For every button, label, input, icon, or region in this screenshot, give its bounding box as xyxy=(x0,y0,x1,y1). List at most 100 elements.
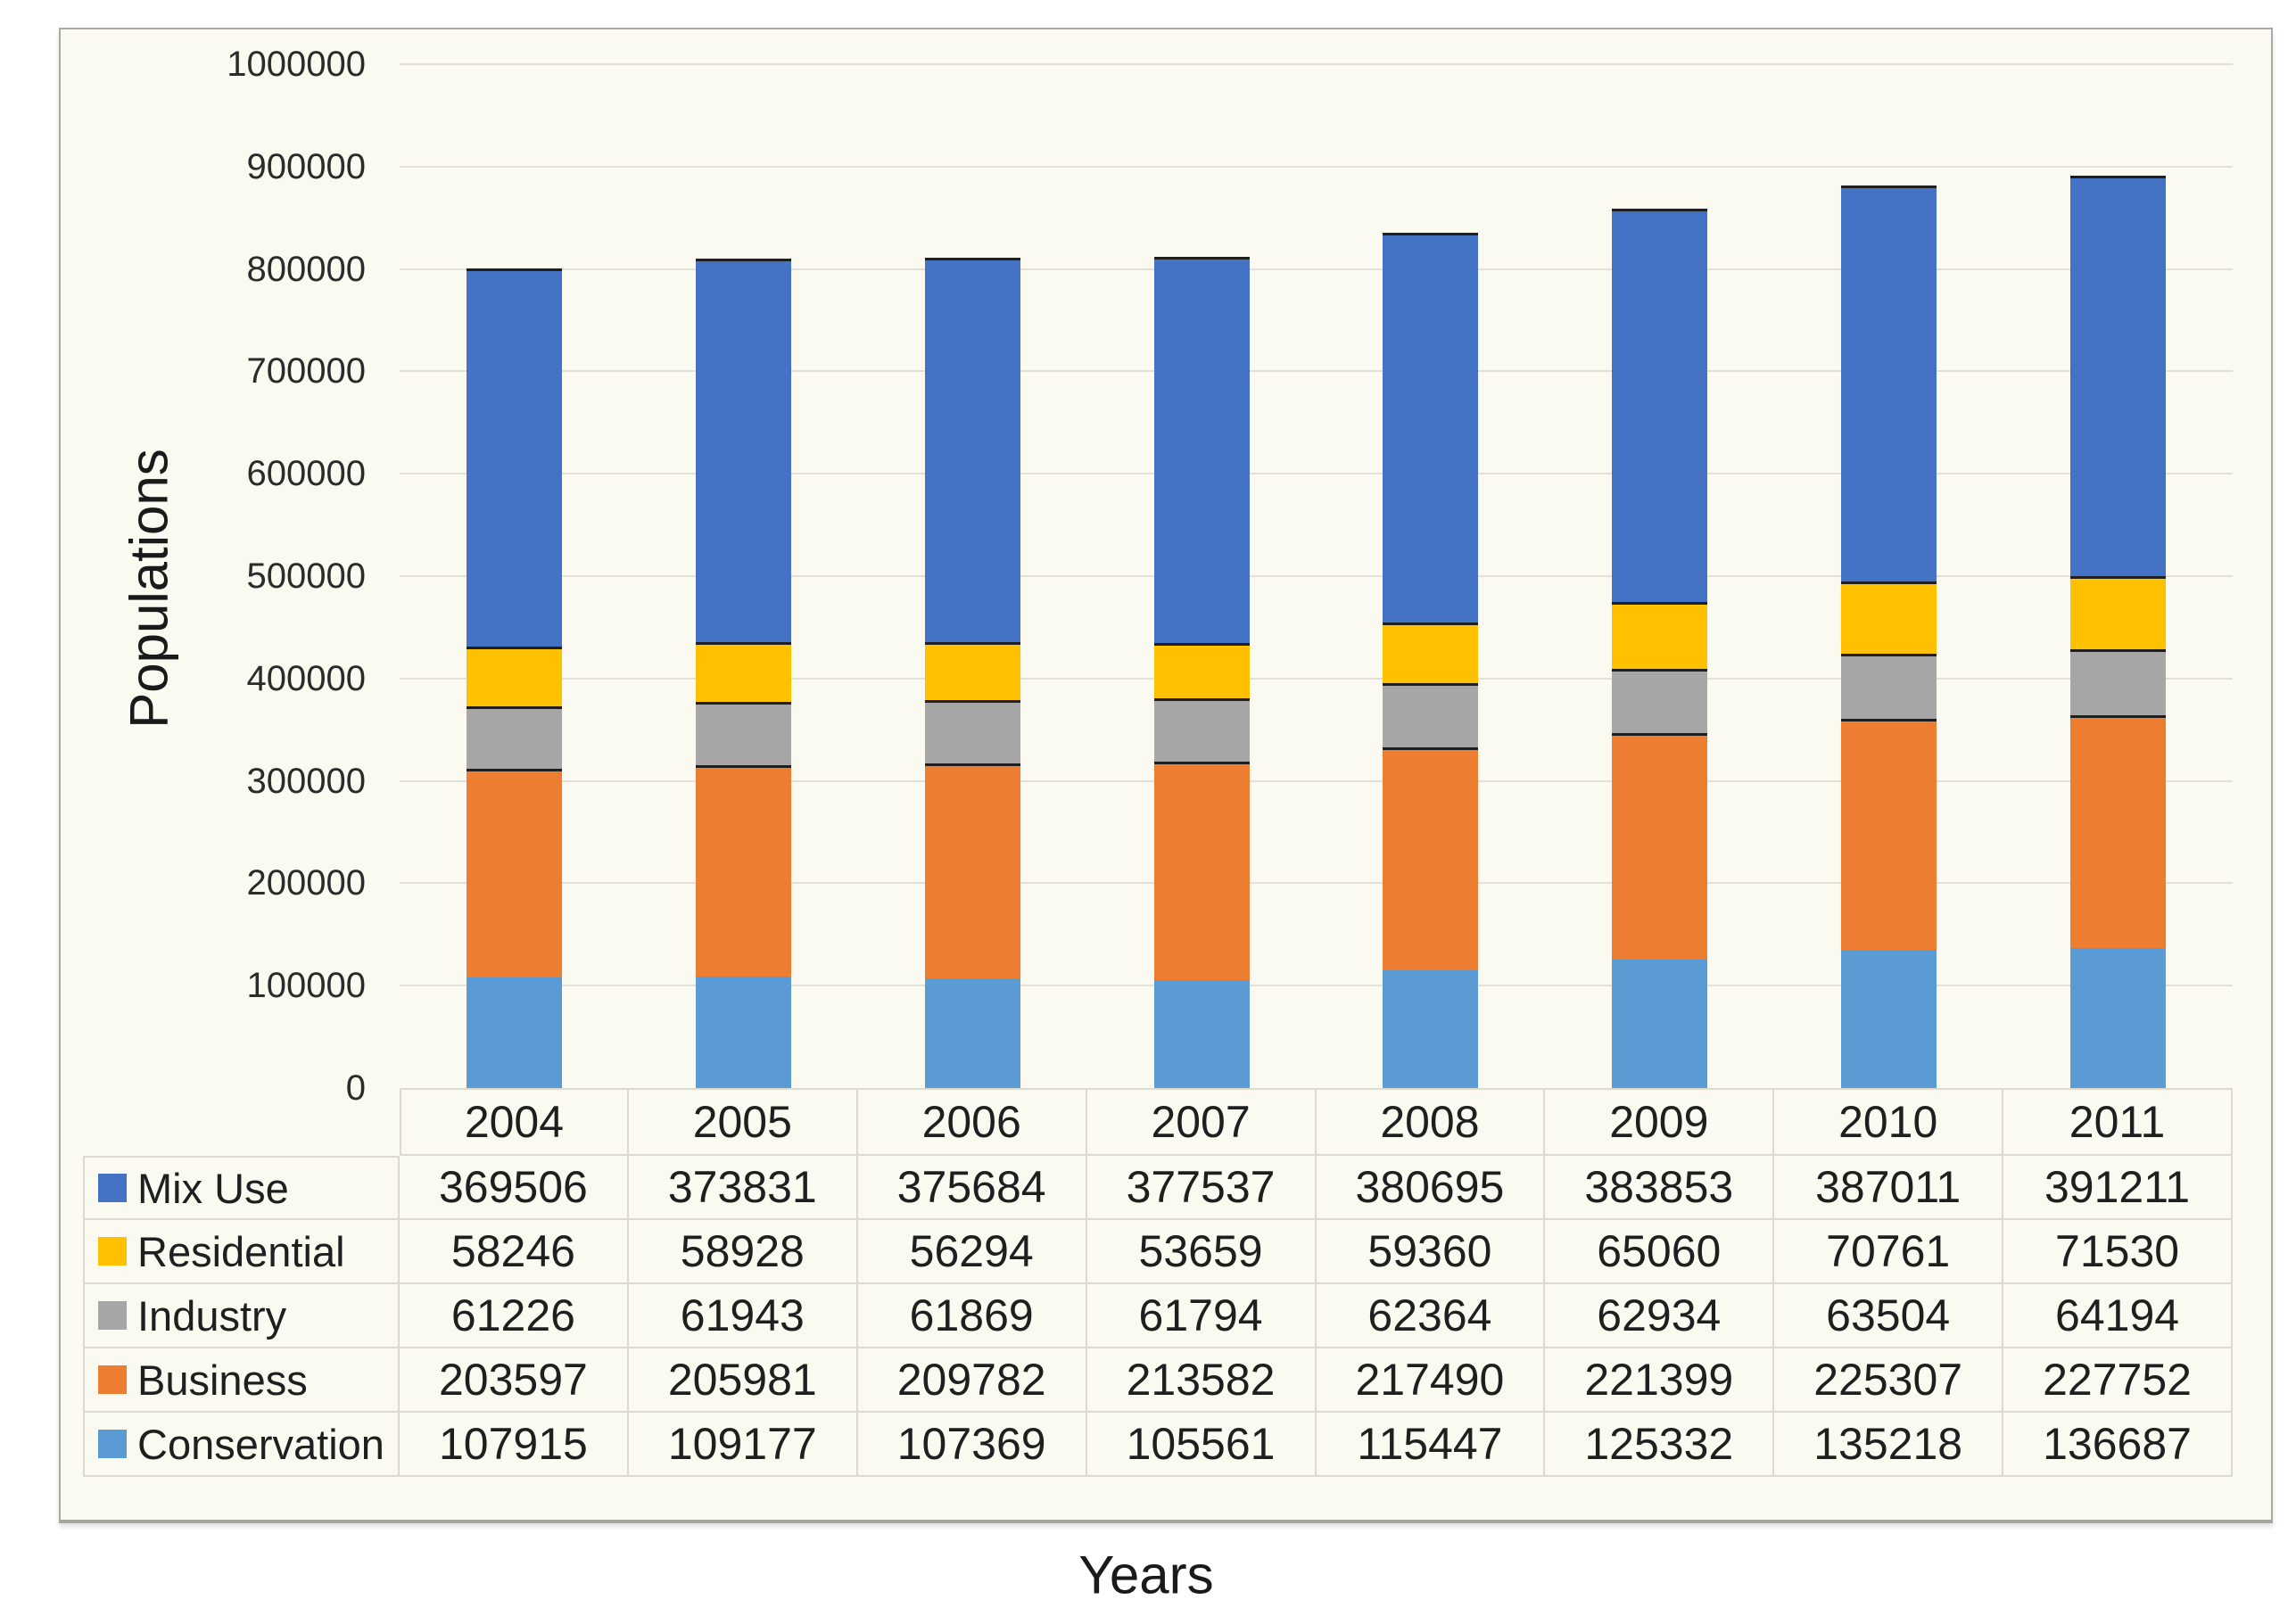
plot-area xyxy=(400,63,2233,1088)
table-cell: 391211 xyxy=(2003,1156,2233,1220)
gridline xyxy=(400,575,2233,577)
table-header-spacer xyxy=(83,1088,400,1156)
bar-segment-business-2010 xyxy=(1841,719,1937,950)
table-cell: 64194 xyxy=(2003,1284,2233,1348)
bar-segment-conservation-2011 xyxy=(2070,948,2167,1088)
legend-swatch xyxy=(98,1301,127,1330)
table-year-header: 2010 xyxy=(1774,1088,2004,1156)
table-cell: 107915 xyxy=(400,1413,629,1477)
table-cell: 58928 xyxy=(628,1220,858,1284)
table-cell: 62934 xyxy=(1545,1284,1775,1348)
table-year-header: 2007 xyxy=(1086,1088,1317,1156)
table-cell: 115447 xyxy=(1316,1413,1546,1477)
table-cell: 380695 xyxy=(1316,1156,1546,1220)
bar-segment-conservation-2005 xyxy=(695,976,791,1088)
legend-item: Conservation xyxy=(83,1413,400,1477)
bar-segment-business-2006 xyxy=(924,763,1020,978)
bar-segment-industry-2011 xyxy=(2070,648,2167,715)
gridline xyxy=(400,882,2233,885)
legend-item: Business xyxy=(83,1348,400,1413)
bar-segment-industry-2010 xyxy=(1841,654,1937,720)
bar-segment-industry-2005 xyxy=(695,702,791,766)
bar-segment-mix-use-2008 xyxy=(1383,233,1479,623)
x-axis-title: Years xyxy=(1078,1545,1214,1605)
table-year-header: 2009 xyxy=(1545,1088,1775,1156)
bar-segment-conservation-2007 xyxy=(1153,979,1250,1088)
bar-2008 xyxy=(1383,233,1479,1088)
table-cell: 109177 xyxy=(628,1413,858,1477)
table-year-header: 2004 xyxy=(400,1088,629,1156)
table-cell: 217490 xyxy=(1316,1348,1546,1413)
y-tick-label: 1000000 xyxy=(227,45,366,84)
bar-segment-mix-use-2006 xyxy=(924,258,1020,643)
legend-swatch xyxy=(98,1430,127,1458)
bar-segment-residential-2005 xyxy=(695,641,791,703)
chart-frame: Populations 1000000 900000 800000 700000 600… xyxy=(59,28,2273,1523)
table-year-header: 2008 xyxy=(1316,1088,1546,1156)
bar-2005 xyxy=(695,259,791,1088)
bar-segment-business-2007 xyxy=(1153,761,1250,980)
table-row: Business 203597 205981 209782 213582 217490 22… xyxy=(83,1348,2233,1413)
table-cell: 61226 xyxy=(400,1284,629,1348)
bar-segment-business-2005 xyxy=(695,765,791,977)
gridline xyxy=(400,370,2233,373)
y-tick-label: 100000 xyxy=(246,966,366,1006)
y-tick-label: 200000 xyxy=(246,863,366,903)
bar-segment-residential-2009 xyxy=(1612,602,1708,669)
bar-segment-mix-use-2011 xyxy=(2070,175,2167,576)
table-cell: 369506 xyxy=(400,1156,629,1220)
bar-segment-mix-use-2009 xyxy=(1612,209,1708,603)
table-cell: 209782 xyxy=(857,1348,1087,1413)
table-row: Mix Use 369506 373831 375684 377537 380695 383… xyxy=(83,1156,2233,1220)
legend-label: Industry xyxy=(137,1291,287,1340)
data-table: 2004 2005 2006 2007 2008 2009 2010 2011 Mix Use 3… xyxy=(83,1088,2233,1477)
table-cell: 203597 xyxy=(400,1348,629,1413)
table-cell: 375684 xyxy=(857,1156,1087,1220)
bar-segment-conservation-2010 xyxy=(1841,949,1937,1088)
table-cell: 105561 xyxy=(1086,1413,1317,1477)
table-cell: 213582 xyxy=(1086,1348,1317,1413)
bar-segment-residential-2007 xyxy=(1153,643,1250,698)
table-cell: 61943 xyxy=(628,1284,858,1348)
bar-segment-residential-2011 xyxy=(2070,575,2167,649)
bar-segment-business-2011 xyxy=(2070,714,2167,949)
y-tick-label: 0 xyxy=(345,1068,366,1108)
bar-segment-mix-use-2010 xyxy=(1841,185,1937,582)
bar-segment-business-2004 xyxy=(466,769,562,978)
bar-segment-conservation-2008 xyxy=(1383,969,1479,1088)
table-cell: 107369 xyxy=(857,1413,1087,1477)
table-year-header: 2011 xyxy=(2003,1088,2233,1156)
table-cell: 71530 xyxy=(2003,1220,2233,1284)
table-cell: 135218 xyxy=(1774,1413,2004,1477)
table-cell: 58246 xyxy=(400,1220,629,1284)
bar-segment-mix-use-2005 xyxy=(695,259,791,642)
table-cell: 221399 xyxy=(1545,1348,1775,1413)
gridline xyxy=(400,63,2233,65)
legend-item: Industry xyxy=(83,1284,400,1348)
bar-segment-residential-2006 xyxy=(924,642,1020,700)
bar-segment-mix-use-2007 xyxy=(1153,256,1250,644)
bar-segment-industry-2007 xyxy=(1153,697,1250,762)
bar-segment-conservation-2004 xyxy=(466,977,562,1088)
bar-2006 xyxy=(924,258,1020,1088)
y-tick-label: 600000 xyxy=(246,454,366,494)
table-cell: 56294 xyxy=(857,1220,1087,1284)
y-tick-label: 700000 xyxy=(246,351,366,392)
bar-2004 xyxy=(466,268,562,1088)
table-cell: 227752 xyxy=(2003,1348,2233,1413)
table-cell: 59360 xyxy=(1316,1220,1546,1284)
legend-item: Mix Use xyxy=(83,1156,400,1220)
gridline xyxy=(400,985,2233,987)
bar-segment-business-2009 xyxy=(1612,732,1708,961)
table-row: Industry 61226 61943 61869 61794 62364 62934 63… xyxy=(83,1284,2233,1348)
table-cell: 125332 xyxy=(1545,1413,1775,1477)
legend-label: Business xyxy=(137,1356,308,1404)
bar-2007 xyxy=(1153,256,1250,1088)
table-cell: 61869 xyxy=(857,1284,1087,1348)
table-cell: 383853 xyxy=(1545,1156,1775,1220)
bar-segment-business-2008 xyxy=(1383,746,1479,970)
table-cell: 225307 xyxy=(1774,1348,2004,1413)
table-cell: 62364 xyxy=(1316,1284,1546,1348)
table-year-header: 2005 xyxy=(628,1088,858,1156)
